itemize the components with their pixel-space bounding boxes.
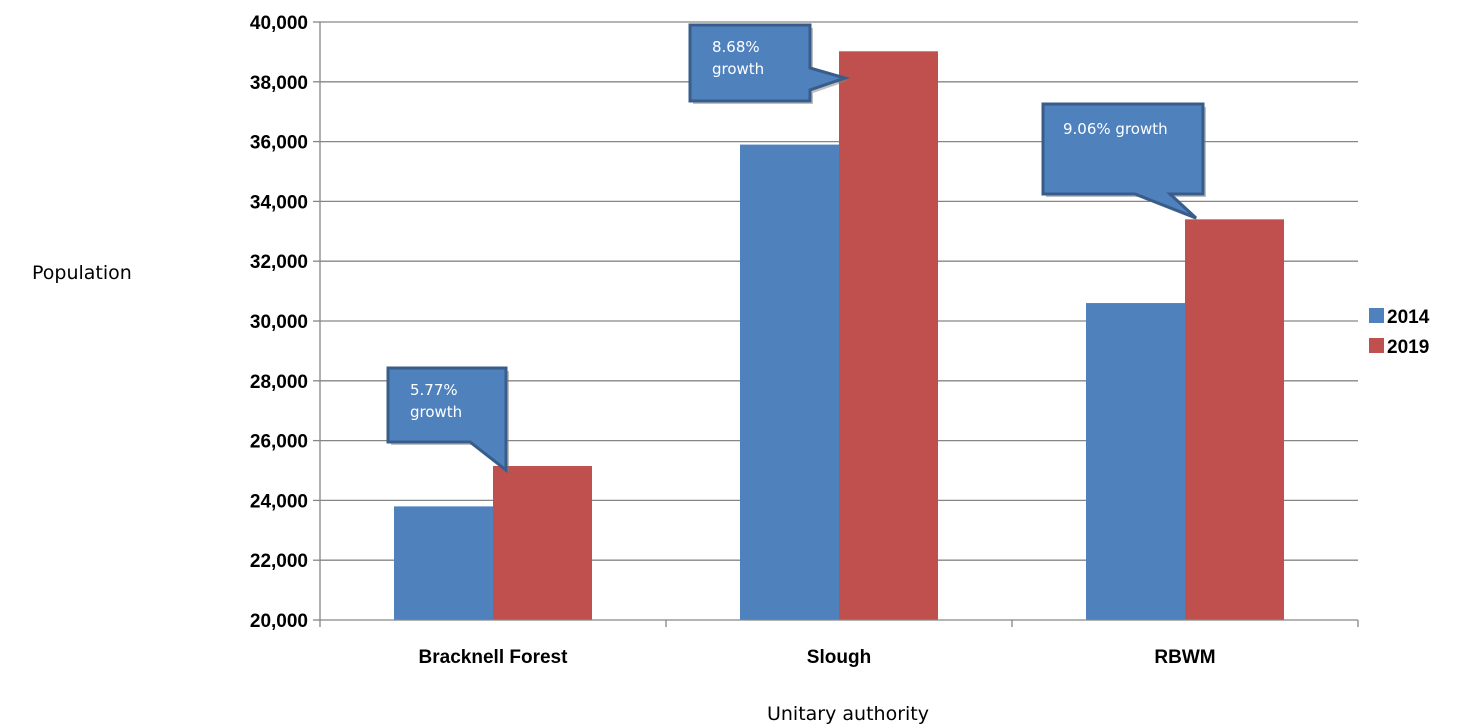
legend: 2014 2019 — [1369, 307, 1430, 358]
callout-label: 5.77% — [410, 381, 458, 399]
y-axis-title: Population — [32, 262, 132, 284]
callout: 5.77% growth — [386, 366, 509, 474]
bar-2019 — [839, 51, 938, 620]
bar-2014 — [740, 144, 839, 620]
y-tick-label: 28,000 — [250, 372, 308, 393]
callout-label: 9.06% growth — [1063, 120, 1168, 138]
callout-label: growth — [712, 60, 764, 78]
y-tick-label: 40,000 — [250, 13, 308, 34]
bar-2019 — [493, 466, 592, 620]
y-tick-label: 26,000 — [250, 432, 308, 453]
y-tick-label: 34,000 — [250, 192, 308, 213]
bar-2014 — [1086, 303, 1185, 620]
x-tick-label: RBWM — [1154, 647, 1215, 668]
bar-2019 — [1185, 219, 1284, 620]
x-axis-title: Unitary authority — [767, 703, 929, 725]
x-axis-ticks: Bracknell Forest Slough RBWM — [319, 620, 1359, 668]
bar-2014 — [394, 506, 493, 620]
axes — [319, 22, 1358, 621]
y-tick-label: 20,000 — [250, 611, 308, 632]
callout-box — [688, 23, 851, 103]
y-tick-label: 38,000 — [250, 73, 308, 94]
legend-label-2019: 2019 — [1387, 337, 1429, 358]
callout-box — [1041, 102, 1205, 220]
y-tick-label: 30,000 — [250, 312, 308, 333]
callout: 8.68% growth — [688, 23, 851, 104]
callout-box — [386, 366, 508, 474]
x-tick-label: Bracknell Forest — [419, 647, 569, 668]
bars — [394, 51, 1284, 620]
y-tick-label: 22,000 — [250, 551, 308, 572]
legend-swatch-2019 — [1369, 338, 1384, 353]
y-axis-ticks: 20,000 22,000 24,000 26,000 28,000 30,000 32,0… — [250, 13, 320, 632]
legend-swatch-2014 — [1369, 308, 1384, 323]
callout: 9.06% growth — [1041, 102, 1206, 221]
growth-callouts: 5.77% growth 8.68% growth 9.06% growth — [386, 23, 1206, 474]
callout-label: growth — [410, 403, 462, 421]
y-tick-label: 24,000 — [250, 491, 308, 512]
y-tick-label: 32,000 — [250, 252, 308, 273]
x-tick-label: Slough — [807, 647, 871, 668]
legend-label-2014: 2014 — [1387, 307, 1430, 328]
callout-label: 8.68% — [712, 38, 760, 56]
y-tick-label: 36,000 — [250, 133, 308, 154]
